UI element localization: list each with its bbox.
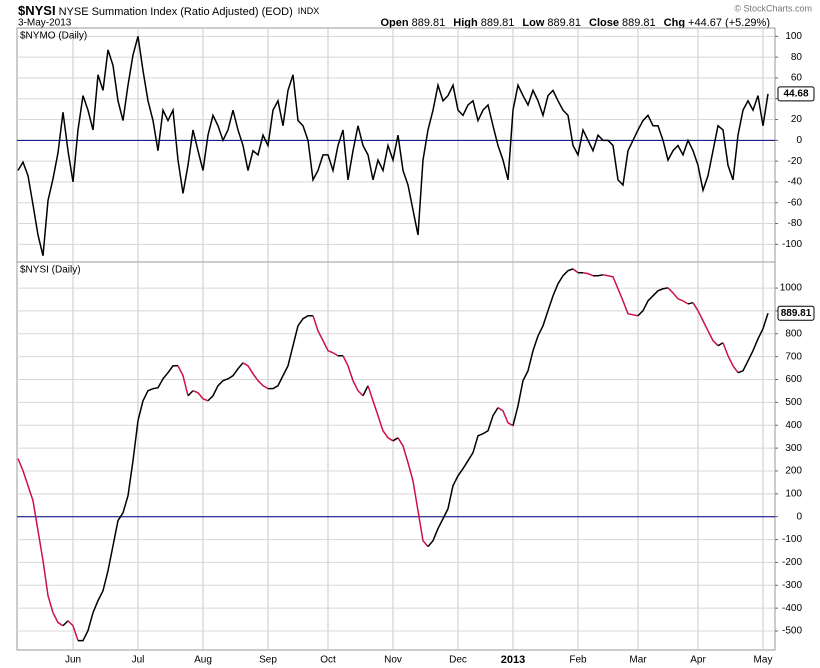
y-tick-label: 300: [785, 443, 802, 454]
last-value-box: [777, 305, 815, 321]
header-title: $NYSI NYSE Summation Index (Ratio Adjuste…: [18, 3, 319, 18]
symbol: $NYSI: [18, 3, 56, 18]
y-tick-label: -40: [788, 177, 803, 188]
falling-segment: [312, 315, 339, 357]
y-tick-label: 400: [785, 420, 802, 431]
rising-segment: [593, 274, 604, 277]
rising-segment: [687, 301, 694, 305]
y-tick-label: 100: [785, 31, 802, 42]
rising-segment: [78, 365, 178, 642]
falling-segment: [582, 272, 594, 277]
rising-segment: [362, 385, 369, 397]
y-tick-label: 700: [785, 351, 802, 362]
y-tick-label: -300: [782, 580, 802, 591]
quote-value: 889.81: [622, 17, 656, 29]
y-tick-label: 100: [785, 488, 802, 499]
panel-title: $NYMO (Daily): [20, 31, 87, 42]
quote-value: 889.81: [481, 17, 515, 29]
rising-segment: [737, 313, 769, 374]
falling-segment: [572, 268, 579, 274]
rising-segment: [207, 362, 244, 402]
y-tick-label: -400: [782, 603, 802, 614]
quote-label: Chg: [664, 17, 685, 29]
y-tick-label: -100: [782, 534, 802, 545]
x-tick-label: Feb: [569, 655, 587, 666]
y-tick-label: 600: [785, 374, 802, 385]
y-tick-label: 500: [785, 397, 802, 408]
falling-segment: [177, 365, 189, 396]
rising-segment: [637, 287, 669, 317]
falling-segment: [242, 362, 269, 390]
falling-segment: [667, 287, 689, 305]
quote-value: 889.81: [412, 17, 446, 29]
panel-frame: [16, 261, 776, 651]
y-tick-label: 0: [796, 511, 802, 522]
last-value-label: 44.68: [783, 88, 808, 99]
panel-title: $NYSI (Daily): [20, 265, 81, 276]
y-tick-label: -60: [788, 197, 803, 208]
rising-segment: [187, 390, 194, 397]
falling-segment: [192, 390, 209, 402]
falling-segment: [497, 407, 514, 427]
y-tick-label: -20: [788, 156, 803, 167]
x-tick-label: Jun: [65, 655, 81, 666]
quote-label: Low: [522, 17, 544, 29]
falling-segment: [692, 302, 719, 347]
falling-segment: [17, 458, 64, 627]
falling-segment: [67, 620, 79, 641]
rising-segment: [268, 314, 313, 390]
exchange: INDX: [298, 6, 320, 16]
x-tick-label: 2013: [501, 654, 525, 666]
quote-value: 889.81: [547, 17, 581, 29]
date: 3-May-2013: [18, 18, 72, 29]
quote-label: High: [453, 17, 478, 29]
y-tick-label: 800: [785, 328, 802, 339]
rising-segment: [392, 437, 399, 442]
y-tick-label: 200: [785, 466, 802, 477]
rising-segment: [62, 620, 69, 627]
falling-segment: [722, 342, 739, 374]
falling-segment: [367, 385, 394, 442]
x-tick-label: Jul: [132, 655, 145, 666]
y-tick-label: -80: [788, 218, 803, 229]
y-tick-label: 0: [796, 135, 802, 146]
quote-value: +44.67 (+5.29%): [688, 17, 770, 29]
last-value-label: 889.81: [781, 308, 812, 319]
x-tick-label: Apr: [690, 655, 706, 666]
y-tick-label: 60: [791, 73, 803, 84]
y-tick-label: 1000: [780, 283, 803, 294]
rising-segment: [717, 342, 724, 347]
x-tick-label: Aug: [194, 655, 212, 666]
y-tick-label: -100: [782, 239, 802, 250]
y-tick-label: -500: [782, 626, 802, 637]
rising-segment: [427, 407, 499, 548]
x-tick-label: Oct: [320, 655, 336, 666]
x-tick-label: Mar: [629, 655, 647, 666]
quote-label: Open: [380, 17, 408, 29]
rising-segment: [512, 268, 574, 426]
source: © StockCharts.com: [734, 3, 812, 13]
x-tick-label: Dec: [449, 655, 467, 666]
x-tick-label: Nov: [384, 655, 402, 666]
y-tick-label: 20: [791, 114, 803, 125]
falling-segment: [342, 355, 364, 397]
index-name: NYSE Summation Index (Ratio Adjusted) (E…: [59, 6, 293, 18]
falling-segment: [602, 274, 639, 317]
quote: Open 889.81 High 889.81 Low 889.81 Close 889.81…: [380, 17, 770, 29]
last-value-box: [777, 86, 815, 102]
y-tick-label: 80: [791, 52, 803, 63]
falling-segment: [397, 437, 429, 548]
series-line: [17, 36, 769, 256]
y-tick-label: -200: [782, 557, 802, 568]
x-tick-label: Sep: [259, 655, 277, 666]
quote-label: Close: [589, 17, 619, 29]
x-tick-label: May: [754, 655, 773, 666]
